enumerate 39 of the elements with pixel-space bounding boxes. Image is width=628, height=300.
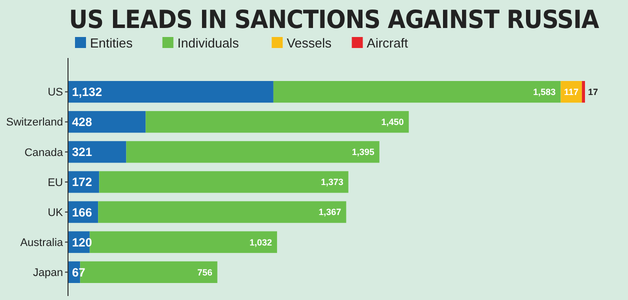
bar (146, 111, 409, 133)
bar (90, 231, 278, 253)
y-tick-label: Switzerland (6, 116, 63, 129)
legend-label: Entities (90, 36, 134, 51)
data-label: 67 (72, 265, 86, 280)
data-label: 117 (564, 86, 579, 97)
data-label: 1,395 (352, 147, 374, 158)
bar (273, 81, 561, 103)
bar (99, 171, 348, 193)
data-label: 428 (72, 115, 92, 130)
bar (560, 81, 582, 103)
data-label: 1,032 (250, 237, 272, 248)
bar (582, 81, 585, 103)
data-label: 1,367 (318, 207, 342, 218)
bar (68, 111, 146, 133)
y-tick-label: US (48, 86, 63, 99)
bar (68, 81, 274, 103)
bar (126, 141, 380, 163)
chart-title: US LEADS IN SANCTIONS AGAINST RUSSIA (69, 5, 600, 34)
y-tick-label: Canada (24, 146, 64, 159)
data-label: 17 (588, 86, 598, 97)
data-label: 120 (72, 235, 92, 250)
data-label: 756 (197, 267, 212, 278)
data-label: 172 (72, 175, 92, 190)
y-tick-label: Japan (33, 267, 63, 280)
data-label: 166 (72, 205, 92, 220)
bar (98, 201, 346, 223)
y-tick-label: UK (48, 206, 64, 219)
legend-label: Vessels (286, 36, 332, 51)
data-label: 321 (72, 145, 92, 160)
legend-label: Individuals (177, 36, 240, 51)
data-label: 1,450 (381, 117, 404, 128)
legend-label: Aircraft (366, 36, 408, 51)
data-label: 1,132 (72, 85, 102, 100)
y-tick-label: EU (48, 176, 64, 189)
y-tick-label: Australia (20, 236, 64, 249)
data-label: 1,373 (320, 177, 344, 188)
bar (68, 141, 126, 163)
data-label: 1,583 (533, 86, 556, 97)
